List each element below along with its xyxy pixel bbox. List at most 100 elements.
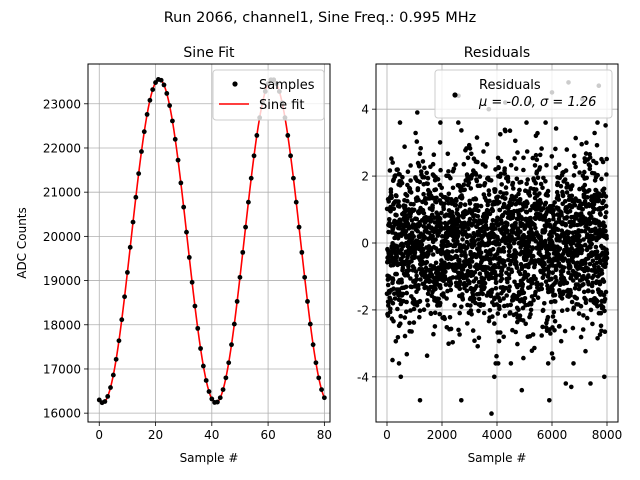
- sample-point: [316, 375, 322, 381]
- residual-point: [577, 198, 582, 204]
- residual-point: [510, 201, 515, 206]
- residual-point: [386, 199, 392, 204]
- residual-point: [495, 237, 501, 242]
- x-tick-label: 0: [383, 428, 391, 442]
- residual-point: [399, 180, 405, 186]
- residual-point: [528, 307, 534, 313]
- residual-point: [423, 269, 428, 275]
- residual-point: [602, 308, 607, 314]
- residual-point: [590, 289, 595, 295]
- sample-point: [240, 249, 246, 255]
- residual-point: [496, 338, 502, 344]
- residual-point: [385, 282, 391, 288]
- sample-point: [170, 118, 175, 124]
- residual-point: [580, 247, 585, 253]
- residual-point: [546, 252, 552, 257]
- residual-point: [521, 355, 526, 361]
- residual-point: [482, 181, 488, 186]
- residual-point: [527, 284, 533, 290]
- residual-point: [411, 234, 417, 239]
- residual-point: [604, 172, 609, 177]
- residual-point: [537, 152, 543, 158]
- residual-point: [603, 210, 609, 215]
- residual-point: [586, 288, 591, 293]
- residual-point: [402, 144, 407, 149]
- residual-point: [603, 261, 609, 267]
- residual-point: [571, 222, 577, 228]
- residual-point: [550, 314, 556, 319]
- residual-point: [551, 208, 556, 213]
- sample-point: [313, 360, 319, 366]
- residual-point: [508, 244, 513, 250]
- residual-point: [470, 328, 476, 333]
- residual-point: [393, 339, 399, 344]
- residual-point: [570, 183, 575, 188]
- residual-point: [578, 303, 584, 309]
- residual-point: [432, 310, 438, 316]
- residual-point: [524, 209, 530, 215]
- residual-point: [532, 345, 537, 351]
- residual-point: [495, 361, 501, 366]
- residual-point: [513, 329, 518, 335]
- residual-point: [473, 172, 479, 177]
- residual-point: [564, 190, 570, 195]
- residual-point: [517, 313, 523, 319]
- residual-point: [556, 162, 562, 168]
- residual-point: [417, 179, 423, 185]
- legend-residuals-stats: μ = -0.0, σ = 1.26: [478, 95, 596, 110]
- residual-point: [533, 238, 539, 244]
- residual-point: [488, 293, 494, 299]
- residual-point: [509, 269, 515, 275]
- residual-point: [598, 212, 603, 217]
- residual-point: [558, 183, 564, 189]
- residual-point: [472, 296, 477, 301]
- residual-point: [594, 249, 600, 254]
- residual-point: [501, 334, 507, 340]
- sample-point: [237, 274, 243, 280]
- residuals-xlabel: Sample #: [468, 451, 527, 465]
- residual-point: [539, 282, 544, 287]
- sample-point: [243, 224, 248, 230]
- residual-point: [521, 155, 526, 161]
- residual-points: [384, 80, 610, 416]
- residual-point: [497, 200, 502, 205]
- residual-point: [541, 206, 546, 211]
- residual-point: [539, 146, 544, 151]
- residual-point: [593, 244, 599, 250]
- residual-point: [551, 216, 556, 222]
- residual-outlier-point: [417, 398, 423, 403]
- residual-point: [477, 271, 483, 277]
- residual-point: [458, 201, 464, 207]
- residual-point: [573, 164, 578, 170]
- sample-point: [217, 395, 223, 401]
- residual-point: [585, 267, 591, 273]
- sample-point: [110, 372, 116, 378]
- residual-point: [501, 201, 507, 207]
- residual-point: [556, 197, 561, 202]
- sample-point: [125, 270, 130, 275]
- residual-point: [395, 335, 401, 340]
- residual-point: [594, 260, 600, 266]
- residual-point: [398, 313, 404, 319]
- residual-point: [572, 286, 578, 291]
- residual-point: [443, 276, 449, 282]
- y-tick-label: 20000: [43, 230, 81, 244]
- residual-point: [487, 240, 493, 246]
- sample-point: [178, 180, 184, 186]
- residual-point: [468, 186, 474, 191]
- residual-point: [571, 305, 577, 311]
- residual-point: [387, 309, 393, 315]
- residual-point: [386, 229, 391, 235]
- residual-point: [430, 161, 436, 167]
- residual-point: [553, 220, 559, 225]
- residual-point: [586, 188, 592, 193]
- residual-point: [582, 242, 588, 248]
- residual-point: [488, 261, 493, 266]
- sample-point: [234, 299, 240, 304]
- residual-point: [476, 296, 482, 302]
- residual-point: [532, 163, 538, 168]
- x-tick-label: 6000: [537, 428, 568, 442]
- residual-point: [537, 191, 542, 196]
- sample-point: [195, 325, 201, 331]
